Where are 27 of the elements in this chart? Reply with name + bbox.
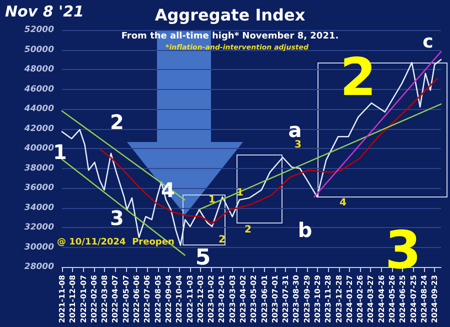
annotation: 1 (208, 194, 216, 206)
y-tick-label: 42000 (23, 124, 54, 134)
annotation: b (298, 218, 312, 242)
y-tick-label: 38000 (24, 163, 54, 174)
chart-subtitle: From the all-time high* November 8, 2021. (121, 32, 339, 42)
y-tick-label: 30000 (24, 242, 54, 252)
y-tick-label: 40000 (23, 144, 54, 154)
chart-title: Aggregate Index (154, 6, 306, 24)
annotation: 2 (244, 224, 252, 236)
y-tick-label: 32000 (24, 222, 54, 232)
y-tick-label: 36000 (24, 183, 54, 193)
annotation: 5 (195, 246, 211, 270)
annotation: 2 (110, 110, 124, 134)
y-tick-label: 34000 (24, 202, 54, 213)
annotation: 1 (53, 140, 67, 164)
annotation: 4 (340, 198, 347, 208)
y-tick-label: 44000 (23, 104, 54, 114)
annotation: 2 (340, 48, 376, 108)
y-tick-label: 52000 (24, 25, 54, 35)
y-tick-label: 50000 (24, 44, 54, 55)
annotation: 3 (294, 140, 302, 150)
text: Nov 8 '21 (5, 2, 84, 20)
annotation: 3 (110, 206, 124, 230)
y-tick-label: 48000 (23, 64, 54, 74)
annotation: c (422, 32, 434, 52)
y-tick-label: 46000 (23, 84, 54, 94)
y-tick-label: 28000 (24, 262, 54, 272)
